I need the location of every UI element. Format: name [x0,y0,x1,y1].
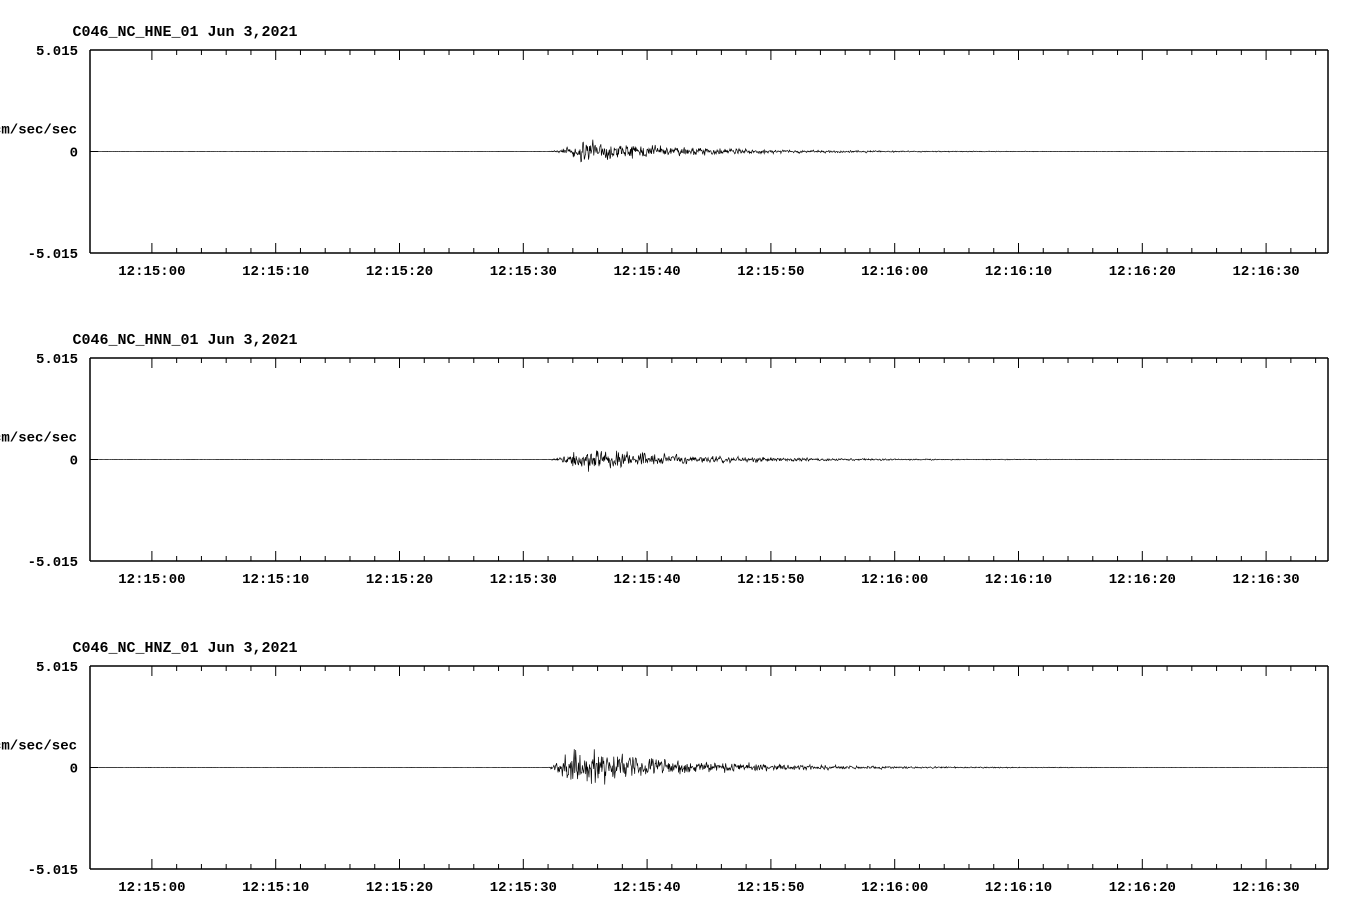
x-axis-tick-label-2: 12:15:20 [366,572,433,588]
y-axis-unit-label: cm/sec/sec [0,123,77,139]
panel-title: C046_NC_HNZ_01 Jun 3,2021 [72,640,297,657]
y-axis-unit-label: cm/sec/sec [0,431,77,447]
y-axis-min-label: -5.015 [28,863,78,879]
x-axis-tick-label-3: 12:15:30 [490,572,557,588]
y-axis-zero-label: 0 [70,762,78,778]
y-axis-unit-label: cm/sec/sec [0,739,77,755]
panel-title: C046_NC_HNE_01 Jun 3,2021 [72,24,297,41]
x-axis-tick-label-2: 12:15:20 [366,880,433,896]
x-axis-tick-label-4: 12:15:40 [613,264,680,280]
waveform-trace [90,140,1328,162]
y-axis-max-label: 5.015 [36,660,78,676]
panel-container-1: C046_NC_HNN_01 Jun 3,2021 5.015 0 -5.015 cm/… [0,308,1358,616]
x-axis-tick-label-1: 12:15:10 [242,880,309,896]
x-axis-tick-label-7: 12:16:10 [985,572,1052,588]
x-axis-tick-label-3: 12:15:30 [490,880,557,896]
x-axis-tick-label-5: 12:15:50 [737,572,804,588]
x-axis-tick-label-8: 12:16:20 [1109,264,1176,280]
y-axis-max-label: 5.015 [36,352,78,368]
x-axis-tick-label-7: 12:16:10 [985,264,1052,280]
y-axis-min-label: -5.015 [28,555,78,571]
x-axis-tick-label-1: 12:15:10 [242,572,309,588]
x-axis-tick-label-3: 12:15:30 [490,264,557,280]
x-axis-tick-label-6: 12:16:00 [861,264,928,280]
x-axis-tick-label-4: 12:15:40 [613,572,680,588]
x-axis-tick-label-0: 12:15:00 [118,264,185,280]
seismograph-page: C046_NC_HNE_01 Jun 3,2021 5.015 0 -5.015 cm/… [0,0,1358,924]
x-axis-tick-label-0: 12:15:00 [118,572,185,588]
panel-container-2: C046_NC_HNZ_01 Jun 3,2021 5.015 0 -5.015 cm/… [0,616,1358,924]
x-axis-tick-label-7: 12:16:10 [985,880,1052,896]
x-axis-tick-label-5: 12:15:50 [737,880,804,896]
x-axis-tick-label-8: 12:16:20 [1109,572,1176,588]
y-axis-zero-label: 0 [70,454,78,470]
x-axis-tick-label-9: 12:16:30 [1232,264,1299,280]
waveform-trace [90,451,1328,472]
x-axis-tick-label-8: 12:16:20 [1109,880,1176,896]
x-axis-tick-label-6: 12:16:00 [861,572,928,588]
x-axis-tick-label-0: 12:15:00 [118,880,185,896]
waveform-trace [90,749,1328,784]
panel-title: C046_NC_HNN_01 Jun 3,2021 [72,332,297,349]
x-axis-tick-label-2: 12:15:20 [366,264,433,280]
x-axis-tick-label-9: 12:16:30 [1232,572,1299,588]
panel-container-0: C046_NC_HNE_01 Jun 3,2021 5.015 0 -5.015 cm/… [0,0,1358,308]
x-axis-tick-label-9: 12:16:30 [1232,880,1299,896]
y-axis-min-label: -5.015 [28,247,78,263]
x-axis-tick-label-5: 12:15:50 [737,264,804,280]
x-axis-tick-label-6: 12:16:00 [861,880,928,896]
y-axis-zero-label: 0 [70,146,78,162]
y-axis-max-label: 5.015 [36,44,78,60]
x-axis-tick-label-1: 12:15:10 [242,264,309,280]
x-axis-tick-label-4: 12:15:40 [613,880,680,896]
